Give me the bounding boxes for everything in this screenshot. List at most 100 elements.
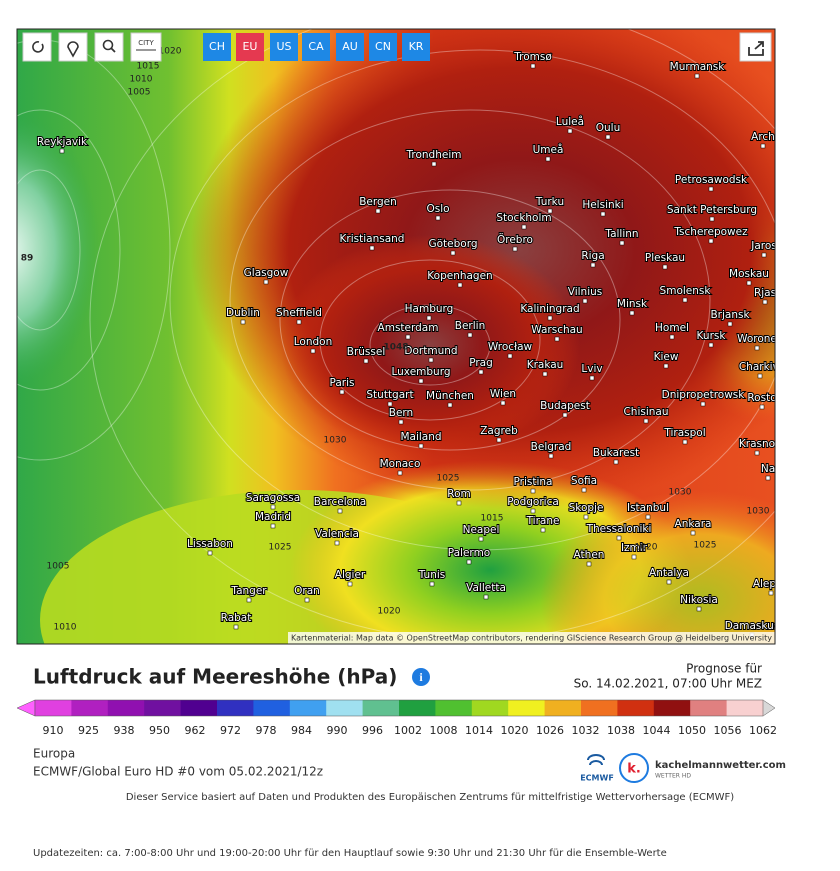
city-marker	[583, 514, 589, 520]
region-button[interactable]	[270, 33, 298, 61]
city-label: Ankara	[675, 518, 712, 530]
region-button[interactable]	[402, 33, 430, 61]
city-label: London	[294, 336, 333, 348]
city-label: Bergen	[359, 196, 397, 208]
isobar-label: 1025	[694, 541, 717, 551]
city-marker	[478, 369, 484, 375]
city-label: Athen	[574, 549, 605, 561]
city-label: Monaco	[380, 458, 421, 470]
city-marker	[682, 297, 688, 303]
city-marker	[562, 412, 568, 418]
city-marker	[768, 590, 774, 596]
city-label: Palermo	[448, 547, 490, 559]
city-marker	[662, 264, 668, 270]
city-marker	[694, 73, 700, 79]
share-button[interactable]	[739, 32, 772, 62]
city-label: Oran	[294, 585, 320, 597]
region-button[interactable]	[369, 33, 397, 61]
city-label: Bukarest	[593, 447, 639, 459]
city-marker	[483, 594, 489, 600]
colorbar-tick-label: 910	[43, 724, 64, 737]
region: Europa	[33, 747, 75, 761]
city-marker	[397, 470, 403, 476]
region-button[interactable]	[203, 33, 231, 61]
colorbar-tick-label: 990	[327, 724, 348, 737]
city-marker	[478, 536, 484, 542]
brand-sub: WETTER HD	[655, 773, 691, 780]
city-marker	[727, 321, 733, 327]
map[interactable]: Tromsø Murmansk Luleå Oulu Reykjavik Trondhei…	[0, 0, 840, 750]
city-marker	[59, 148, 65, 154]
city-marker	[754, 345, 760, 351]
city-marker	[761, 252, 767, 258]
isobar-label: 1005	[47, 562, 70, 572]
region-button-label: EU	[242, 40, 257, 53]
city-label: Valletta	[466, 582, 506, 594]
city-label: Turku	[535, 196, 564, 208]
isobar-label: 1010	[130, 75, 153, 85]
city-marker	[426, 315, 432, 321]
city-label: Moskau	[729, 268, 769, 280]
city-label: Podgorica	[507, 496, 559, 508]
reload-button[interactable]	[22, 32, 52, 62]
city-label: Wien	[490, 388, 516, 400]
city-marker	[466, 559, 472, 565]
city-label: Trondheim	[406, 149, 462, 161]
city-marker	[760, 143, 766, 149]
city-label: Krakau	[527, 359, 564, 371]
city-label: Kaliningrad	[520, 303, 579, 315]
city-marker	[431, 161, 437, 167]
attribution-bg	[288, 632, 775, 644]
isobar-label: 1025	[269, 543, 292, 553]
colorbar-segment	[362, 700, 400, 716]
city-marker	[512, 246, 518, 252]
forecast-label: Prognose für	[686, 662, 762, 676]
city-button[interactable]	[130, 32, 162, 62]
city-marker	[339, 389, 345, 395]
city-marker	[600, 211, 606, 217]
zoom-button[interactable]	[94, 32, 124, 62]
region-button[interactable]	[302, 33, 330, 61]
region-button[interactable]	[236, 33, 264, 61]
city-label: München	[426, 390, 474, 402]
colorbar-segment	[690, 700, 728, 716]
city-label: Brüssel	[347, 346, 386, 358]
colorbar: 910 925 938 950 962 972 978 984 990 996 1002 1008 10…	[16, 699, 777, 737]
city-label: Pristina	[514, 476, 553, 488]
city-label: Thessaloniki	[586, 523, 652, 535]
city-marker	[507, 353, 513, 359]
city-marker	[582, 298, 588, 304]
colorbar-segment	[71, 700, 109, 716]
colorbar-segment	[544, 700, 582, 716]
city-marker	[369, 245, 375, 251]
city-label: Kursk	[697, 330, 727, 342]
colorbar-frame	[34, 699, 764, 717]
city-label: Smolensk	[660, 285, 712, 297]
city-marker	[270, 504, 276, 510]
city-marker	[246, 597, 252, 603]
info-button[interactable]	[412, 668, 430, 686]
region-button-label: AU	[342, 40, 358, 53]
city-label: Dnipropetrowsk	[662, 389, 746, 401]
city-marker	[207, 550, 213, 556]
city-marker	[708, 238, 714, 244]
city-marker	[233, 624, 239, 630]
city-marker	[530, 488, 536, 494]
colorbar-tick-label: 950	[149, 724, 170, 737]
city-label: Valencia	[315, 528, 359, 540]
colorbar-segment	[326, 700, 364, 716]
city-label: Helsinki	[582, 199, 623, 211]
city-label: Saragossa	[246, 492, 300, 504]
city-label: Tirane	[526, 515, 560, 527]
colorbar-tick-label: 1050	[678, 724, 706, 737]
city-marker	[708, 342, 714, 348]
colorbar-tick-label: 1026	[536, 724, 564, 737]
city-marker	[447, 402, 453, 408]
city-marker	[263, 279, 269, 285]
region-button[interactable]	[336, 33, 364, 61]
city-label: Tiraspol	[663, 427, 705, 439]
city-marker	[334, 540, 340, 546]
city-label: Wrocław	[488, 341, 533, 353]
city-marker	[450, 250, 456, 256]
city-label: Nikosia	[680, 594, 718, 606]
